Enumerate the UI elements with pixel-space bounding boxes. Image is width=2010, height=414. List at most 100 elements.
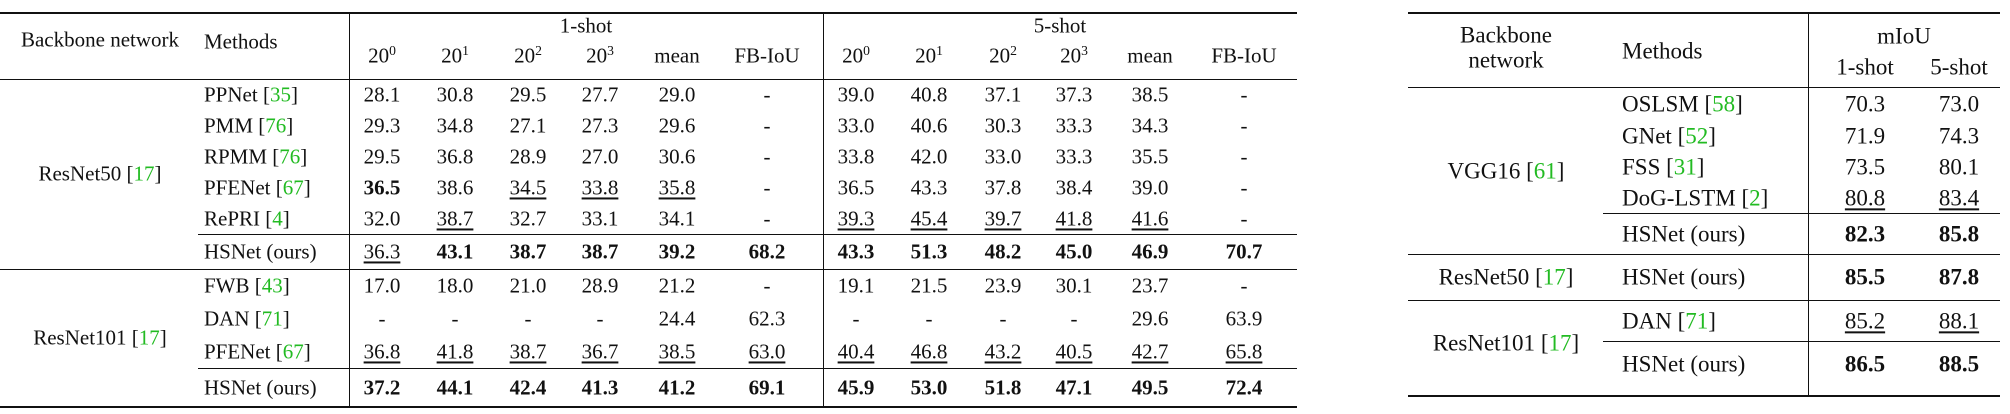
- cell: -: [763, 112, 771, 137]
- cell: 48.2: [984, 238, 1022, 263]
- cell: -: [763, 205, 771, 230]
- citation: [43]: [254, 272, 290, 297]
- method: DAN [71]: [1622, 308, 1716, 333]
- citation-number: 17: [1542, 264, 1566, 290]
- cell: 44.1: [437, 375, 474, 399]
- cell: 73.0: [1938, 90, 1980, 116]
- value: 51.3: [910, 238, 948, 263]
- backbone-name: ResNet50: [1438, 264, 1530, 290]
- cell: 70.7: [1226, 239, 1263, 263]
- citation: [71]: [1677, 307, 1716, 333]
- cell: 73.5: [1844, 153, 1886, 179]
- value: 69.1: [748, 374, 786, 399]
- rule: [198, 368, 1297, 369]
- method-name: PFENet: [204, 338, 271, 363]
- cell: 30.3: [984, 112, 1022, 137]
- cell: 45.9: [837, 374, 875, 399]
- value: 40.5: [1055, 338, 1093, 363]
- cell: 33.3: [1055, 143, 1093, 168]
- backbone: ResNet50 [17]: [1439, 264, 1574, 289]
- citation-number: 4: [272, 205, 283, 230]
- backbone-name: ResNet101: [33, 325, 127, 350]
- cell: 21.2: [658, 272, 696, 297]
- value: 41.8: [436, 338, 474, 363]
- cell: 49.5: [1132, 375, 1169, 399]
- cell: 42.4: [510, 375, 547, 399]
- value: 38.7: [509, 238, 547, 263]
- method-name: FWB: [204, 272, 250, 297]
- method-name: PFENet: [204, 174, 271, 199]
- cell: 40.8: [910, 81, 948, 106]
- cell: -: [1240, 81, 1248, 106]
- cell: 46.9: [1132, 239, 1169, 263]
- cell: -: [925, 305, 933, 330]
- citation: [71]: [254, 305, 290, 330]
- cell: 40.5: [1055, 338, 1093, 363]
- base: 20: [441, 43, 463, 68]
- value: 48.2: [984, 238, 1022, 263]
- cell: 38.5: [658, 338, 696, 363]
- methods-header: Methods: [1622, 38, 1703, 64]
- cell: 43.3: [910, 174, 948, 199]
- citation: [2]: [1741, 184, 1769, 210]
- cell: 27.0: [581, 143, 619, 168]
- cell: 36.8: [364, 339, 401, 363]
- cell: 29.6: [1131, 305, 1169, 330]
- base: 20: [1060, 43, 1082, 68]
- cell: 33.1: [581, 205, 619, 230]
- rule: [1603, 341, 2000, 342]
- cell: 36.7: [582, 339, 619, 363]
- cell: 51.8: [984, 374, 1022, 399]
- cell: 34.1: [658, 205, 696, 230]
- citation-number: 67: [282, 174, 304, 199]
- base: 20: [915, 43, 937, 68]
- value: 38.5: [658, 338, 696, 363]
- cell: 85.8: [1939, 221, 1979, 246]
- superscript: 1: [936, 42, 943, 58]
- value: 43.3: [837, 238, 875, 263]
- cell: 88.1: [1939, 308, 1979, 333]
- cell: 41.2: [659, 375, 696, 399]
- method-name: DAN: [1622, 307, 1672, 333]
- cell: 41.3: [582, 375, 619, 399]
- method-name: DoG-LSTM: [1622, 184, 1736, 210]
- cell: 71.9: [1844, 122, 1886, 148]
- value: 38.7: [581, 238, 619, 263]
- cell: 68.2: [749, 239, 786, 263]
- cell: 37.2: [364, 375, 401, 399]
- column-header: mean: [1127, 43, 1173, 68]
- citation-number: 71: [261, 305, 283, 330]
- citation: [17]: [131, 325, 167, 350]
- cell: 33.0: [984, 143, 1022, 168]
- rule: [1408, 87, 2000, 88]
- method: HSNet (ours): [204, 374, 317, 399]
- method-name: DAN: [204, 305, 250, 330]
- backbone-name: ResNet101: [1432, 330, 1536, 356]
- citation: [17]: [1535, 264, 1574, 290]
- superscript: 3: [607, 42, 614, 58]
- cell: 38.7: [510, 339, 547, 363]
- value: 72.4: [1225, 374, 1263, 399]
- method-name: GNet: [1622, 122, 1672, 148]
- backbone-header: Backbone network: [1460, 22, 1552, 73]
- citation: [17]: [126, 161, 162, 186]
- cell: 85.5: [1845, 264, 1885, 289]
- citation: [76]: [258, 112, 294, 137]
- value: 41.6: [1131, 205, 1169, 230]
- method-name: HSNet (ours): [204, 374, 317, 399]
- cell: 38.7: [437, 206, 474, 230]
- citation: [4]: [265, 205, 290, 230]
- cell: -: [1070, 305, 1078, 330]
- cell: 36.8: [436, 143, 474, 168]
- value: 45.9: [837, 374, 875, 399]
- citation: [17]: [1540, 330, 1580, 356]
- backbone-name: ResNet50: [38, 161, 122, 186]
- superscript: 0: [389, 42, 396, 58]
- cell: 80.1: [1938, 153, 1980, 179]
- value: 51.8: [984, 374, 1022, 399]
- superscript: 0: [863, 42, 870, 58]
- methods-header: Methods: [204, 29, 278, 54]
- citation-number: 58: [1712, 90, 1736, 116]
- cell: 69.1: [748, 374, 786, 399]
- citation-number: 52: [1685, 122, 1709, 148]
